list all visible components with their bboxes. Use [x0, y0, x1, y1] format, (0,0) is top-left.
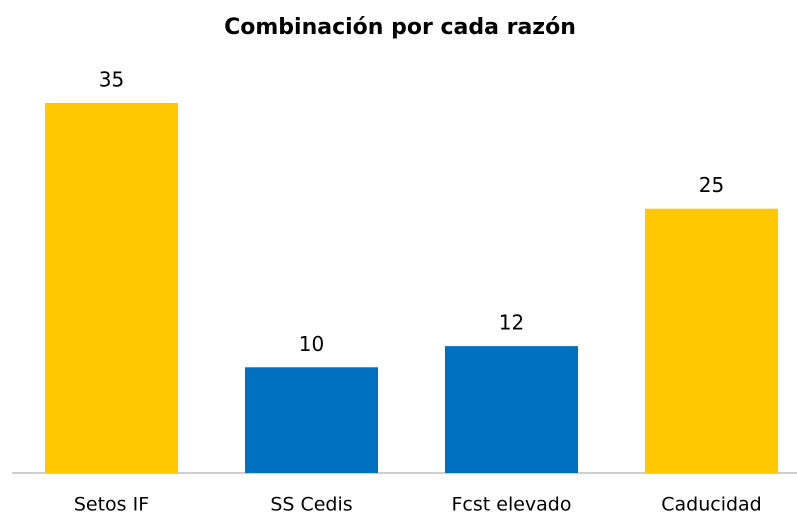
x-tick-label: Fcst elevado — [452, 494, 572, 516]
data-label: 10 — [299, 332, 324, 356]
data-label: 35 — [99, 68, 124, 92]
data-label: 12 — [499, 311, 524, 335]
data-label: 25 — [699, 173, 724, 197]
x-tick-label: Setos IF — [74, 494, 149, 516]
bar — [645, 208, 778, 473]
x-tick-label: SS Cedis — [270, 494, 352, 516]
chart-title: Combinación por cada razón — [224, 15, 576, 40]
bar — [445, 346, 578, 473]
bar — [245, 367, 378, 473]
x-tick-label: Caducidad — [661, 494, 762, 516]
bar — [45, 103, 178, 473]
